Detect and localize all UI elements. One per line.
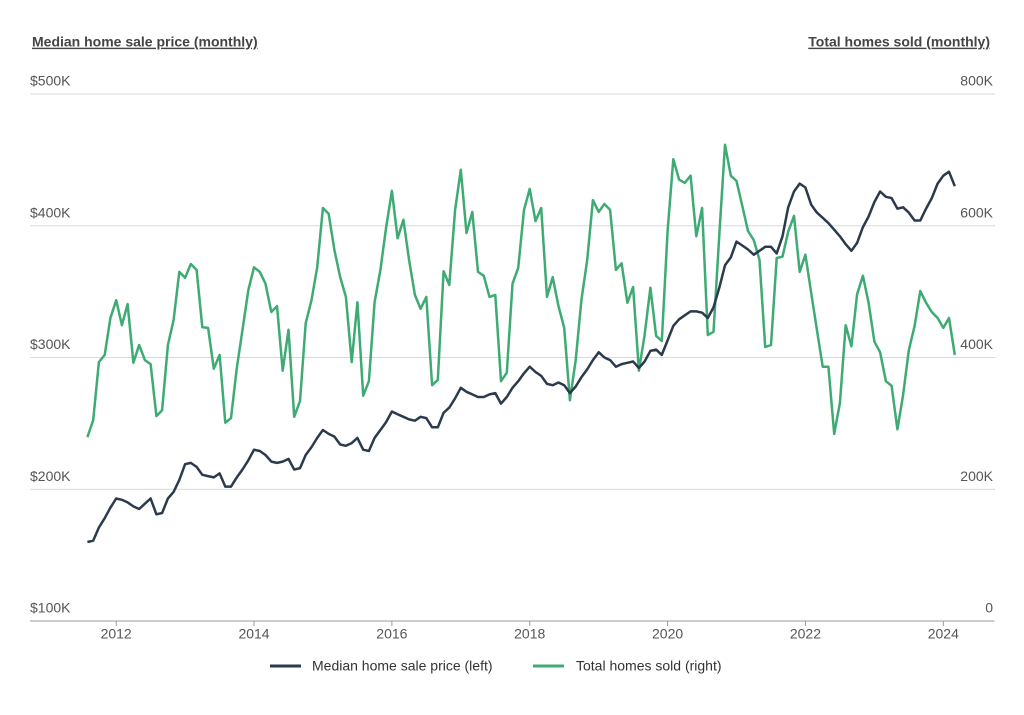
x-tick-label: 2018	[514, 626, 545, 642]
y2-tick-label: 200K	[960, 468, 993, 484]
series-line	[87, 170, 956, 544]
legend-label: Total homes sold (right)	[576, 658, 722, 674]
y2-axis-title: Total homes sold (monthly)	[808, 34, 990, 50]
y-axis-title: Median home sale price (monthly)	[32, 34, 258, 50]
y2-tick-label: 400K	[960, 336, 993, 352]
x-tick-label: 2020	[652, 626, 683, 642]
x-tick-label: 2022	[790, 626, 821, 642]
y-tick-label: $400K	[30, 204, 71, 220]
series-line	[86, 143, 957, 438]
y2-tick-label: 0	[985, 600, 993, 616]
x-tick-label: 2014	[238, 626, 269, 642]
y2-tick-label: 800K	[960, 73, 993, 89]
y-tick-label: $300K	[30, 336, 71, 352]
x-tick-label: 2012	[101, 626, 132, 642]
y-tick-label: $500K	[30, 73, 71, 89]
y-tick-label: $100K	[30, 600, 71, 616]
legend-label: Median home sale price (left)	[312, 658, 493, 674]
y2-tick-label: 600K	[960, 204, 993, 220]
y-tick-label: $200K	[30, 468, 71, 484]
x-tick-label: 2016	[376, 626, 407, 642]
x-tick-label: 2024	[928, 626, 959, 642]
